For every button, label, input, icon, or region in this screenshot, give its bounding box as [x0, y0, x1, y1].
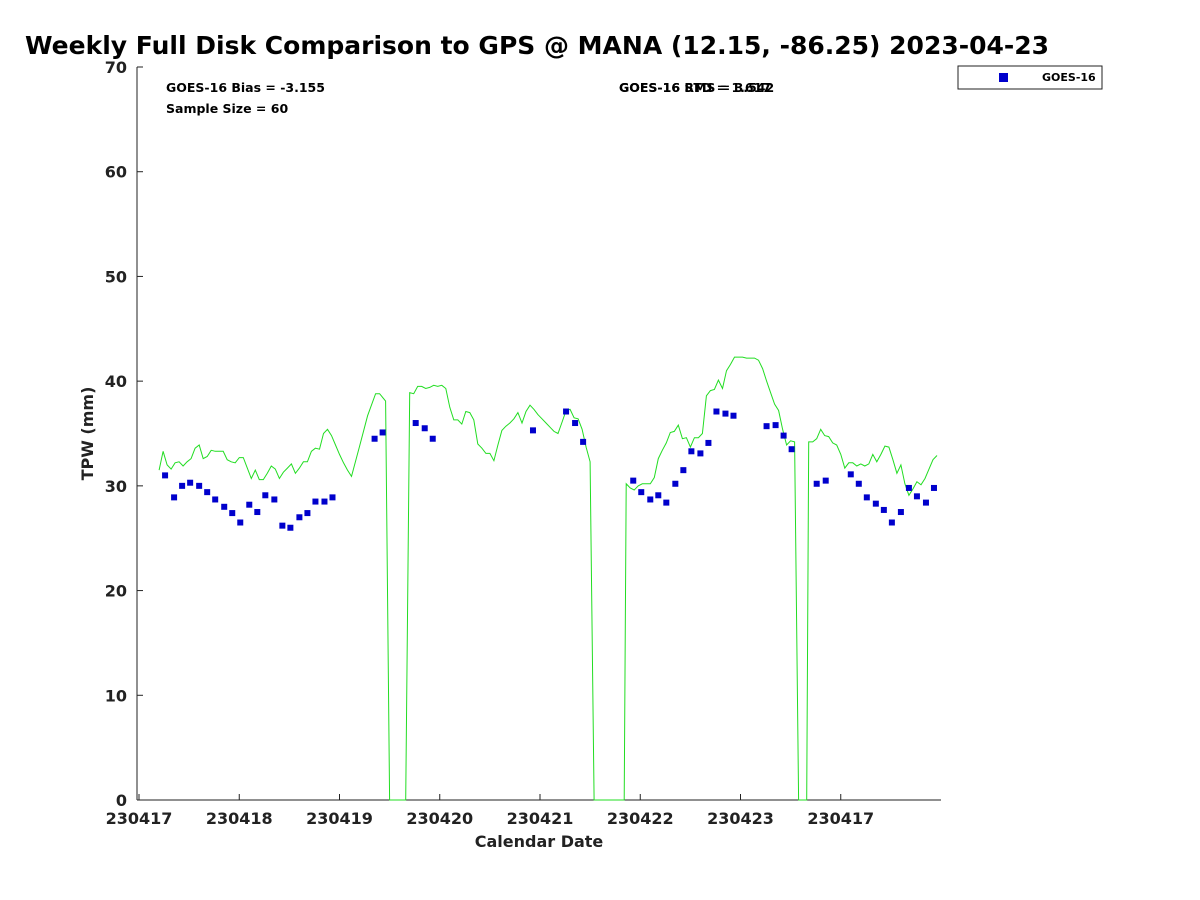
goes16-point	[379, 429, 386, 436]
x-tick-label: 230422	[607, 809, 674, 828]
goes16-point	[897, 509, 904, 516]
goes16-point	[162, 472, 169, 479]
x-axis-label: Calendar Date	[475, 832, 604, 851]
goes16-point	[304, 510, 311, 517]
goes16-point	[429, 435, 436, 442]
goes16-point	[254, 509, 261, 516]
goes16-point	[813, 480, 820, 487]
goes16-point	[279, 522, 286, 529]
goes16-point	[730, 412, 737, 419]
goes16-point	[237, 519, 244, 526]
goes16-point	[922, 499, 929, 506]
goes16-point	[321, 498, 328, 505]
goes16-point	[212, 496, 219, 503]
goes16-point	[221, 503, 228, 510]
chart-title: Weekly Full Disk Comparison to GPS @ MAN…	[25, 31, 1049, 60]
rms-annotation: GOES-16 RMS = 3.542	[619, 80, 774, 95]
goes16-point	[872, 500, 879, 507]
gps-series	[158, 356, 938, 801]
goes16-point	[772, 422, 779, 429]
x-ticks: 230417 230418 230419 230420 230421 230422 2304…	[106, 794, 874, 828]
goes16-point	[296, 514, 303, 521]
goes16-point	[822, 477, 829, 484]
y-tick-label: 60	[105, 163, 127, 182]
goes16-point	[863, 494, 870, 501]
y-axis-label: TPW (mm)	[78, 387, 97, 481]
goes16-point	[171, 494, 178, 501]
x-tick-label: 230417	[807, 809, 874, 828]
x-tick-label: 230417	[106, 809, 173, 828]
goes16-point	[697, 450, 704, 457]
legend-label-goes16: GOES-16	[1042, 71, 1096, 84]
goes16-point	[905, 484, 912, 491]
goes16-point	[580, 438, 587, 445]
goes16-point	[312, 498, 319, 505]
goes16-point	[246, 501, 253, 508]
y-tick-label: 10	[105, 686, 127, 705]
legend-box	[957, 65, 1103, 90]
goes16-point	[412, 420, 419, 427]
x-tick-label: 230418	[206, 809, 273, 828]
y-tick-label: 50	[105, 267, 127, 286]
y-ticks: 0 10 20 30 40 50 60 70	[105, 58, 143, 810]
goes16-point	[229, 510, 236, 517]
goes16-point	[705, 439, 712, 446]
x-tick-label: 230419	[306, 809, 373, 828]
sample-size-annotation: Sample Size = 60	[166, 101, 288, 116]
goes16-point	[421, 425, 428, 432]
goes16-point	[672, 480, 679, 487]
y-tick-label: 40	[105, 372, 127, 391]
goes16-point	[655, 492, 662, 499]
goes16-point	[913, 493, 920, 500]
goes16-point	[271, 496, 278, 503]
y-tick-label: 0	[116, 791, 127, 810]
goes16-point	[179, 482, 186, 489]
goes16-point	[713, 408, 720, 415]
goes16-point	[722, 410, 729, 417]
std-annotation: GOES-16 STD = 1.617	[619, 80, 771, 95]
goes16-point	[930, 484, 937, 491]
goes16-point	[563, 408, 570, 415]
goes16-point	[371, 435, 378, 442]
goes16-point	[187, 479, 194, 486]
goes16-point	[638, 489, 645, 496]
goes16-point	[880, 506, 887, 513]
y-tick-label: 70	[105, 58, 127, 77]
goes16-point	[688, 448, 695, 455]
goes16-point	[204, 489, 211, 496]
goes16-point	[329, 494, 336, 501]
goes16-point	[630, 477, 637, 484]
bias-annotation: GOES-16 Bias = -3.155	[166, 80, 325, 95]
goes16-point	[847, 471, 854, 478]
goes16-point	[855, 480, 862, 487]
goes16-point	[780, 432, 787, 439]
x-tick-label: 230420	[406, 809, 473, 828]
y-tick-label: 20	[105, 582, 127, 601]
y-tick-label: 30	[105, 477, 127, 496]
goes16-point	[888, 519, 895, 526]
goes16-point	[262, 492, 269, 499]
goes16-point	[680, 467, 687, 474]
legend-marker-goes16	[999, 73, 1008, 82]
goes16-point	[647, 496, 654, 503]
plot-axes	[136, 67, 941, 801]
legend: GOES-16	[957, 65, 1103, 90]
goes16-point	[763, 423, 770, 430]
goes16-point	[788, 446, 795, 453]
x-tick-label: 230421	[507, 809, 574, 828]
goes16-point	[529, 427, 536, 434]
goes16-point	[196, 482, 203, 489]
goes16-point	[663, 499, 670, 506]
x-tick-label: 230423	[707, 809, 774, 828]
goes16-point	[572, 420, 579, 427]
goes16-series	[162, 408, 937, 531]
gps-line	[158, 356, 938, 801]
goes16-point	[287, 524, 294, 531]
